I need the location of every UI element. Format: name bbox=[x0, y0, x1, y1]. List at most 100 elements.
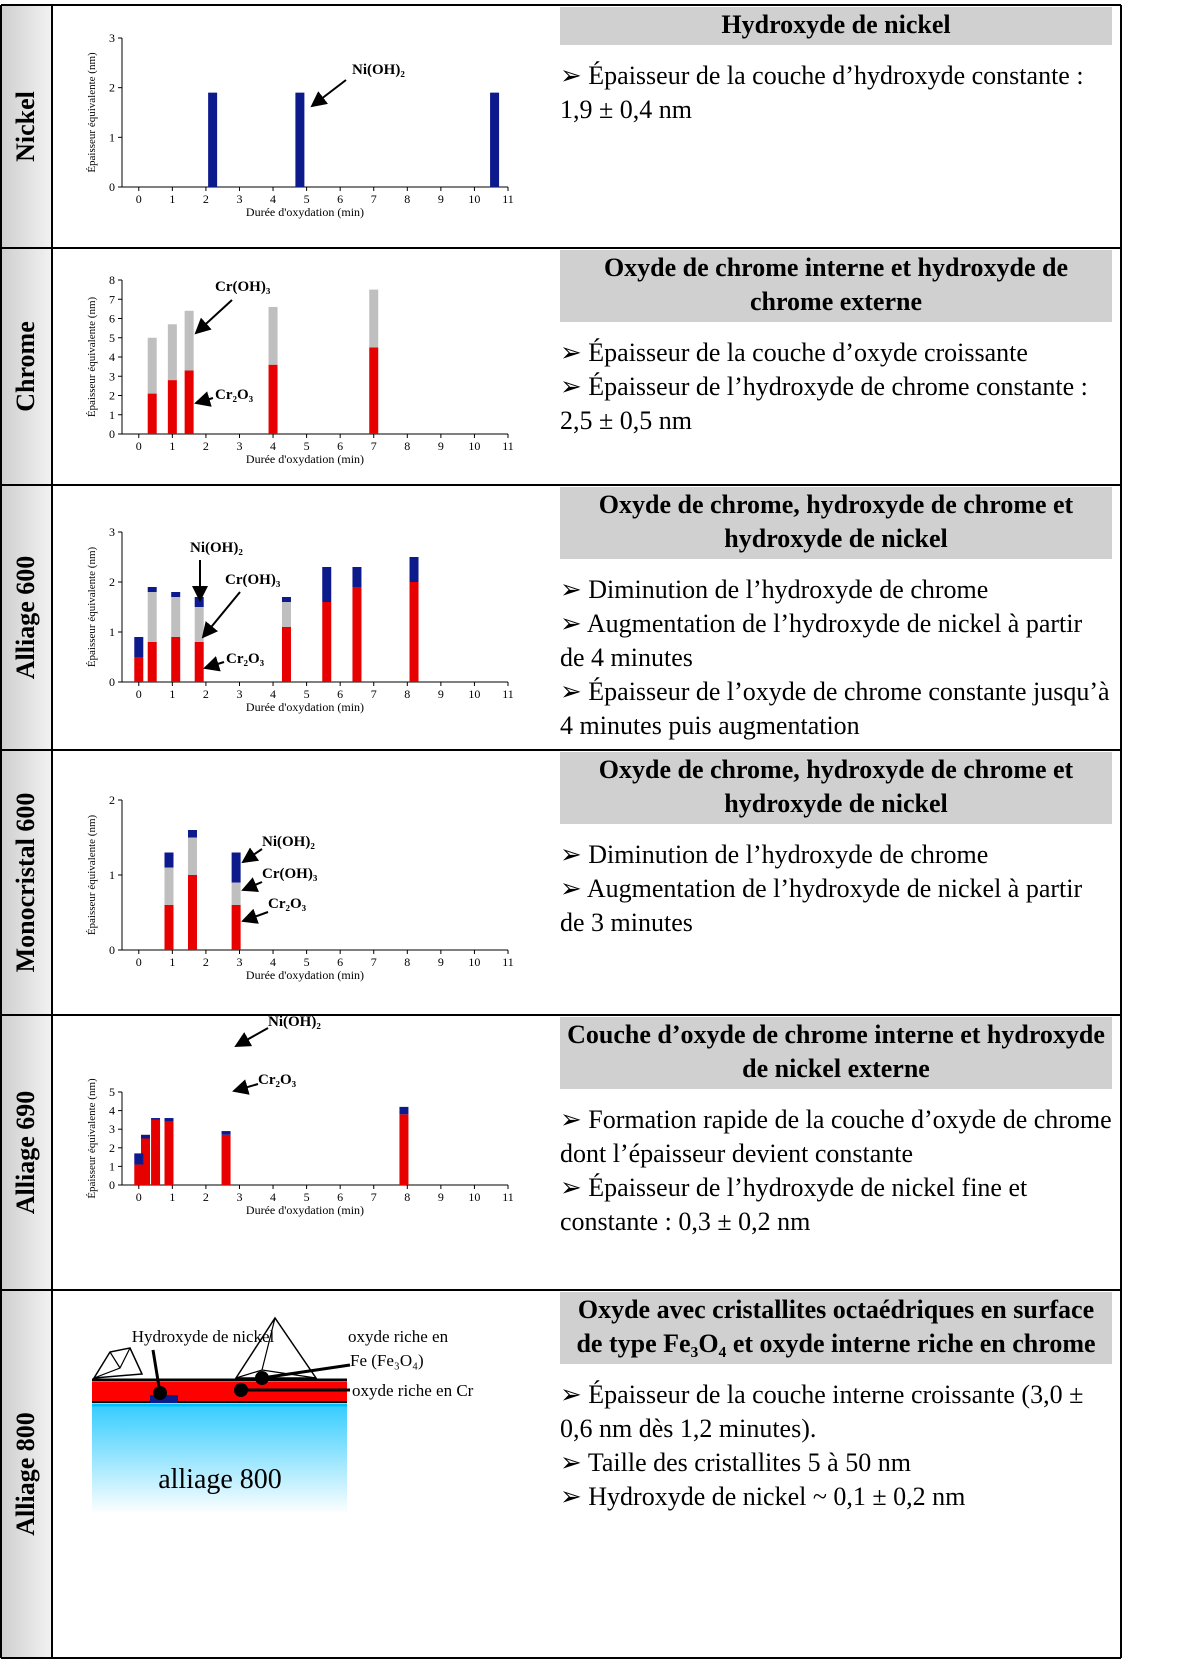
description: Couche d’oxyde de chrome interne et hydr… bbox=[560, 1017, 1112, 1239]
chart: 0 1 2 3 0 1 2 3 4 5 6 7 8 9 10 11 Durée d'oxydation (min… bbox=[86, 525, 514, 714]
x-tick-label: 5 bbox=[304, 955, 310, 969]
crystallite-edge bbox=[235, 1317, 317, 1379]
x-tick-label: 1 bbox=[169, 439, 175, 453]
x-tick-label: 1 bbox=[169, 192, 175, 206]
label-arrow bbox=[203, 656, 225, 672]
y-tick-label: 0 bbox=[109, 427, 115, 441]
bar-segment bbox=[399, 1114, 409, 1185]
y-tick-label: 0 bbox=[109, 180, 115, 194]
y-tick-label: 1 bbox=[109, 868, 115, 882]
bar-segment bbox=[322, 567, 332, 602]
section-title: Couche d’oxyde de chrome interne et hydr… bbox=[560, 1017, 1112, 1089]
y-tick-label: 2 bbox=[109, 81, 115, 95]
bar-segment bbox=[164, 852, 174, 868]
label-arrow bbox=[201, 591, 241, 639]
y-tick-label: 2 bbox=[109, 389, 115, 403]
bar-segment bbox=[187, 875, 197, 950]
series-label: Cr₂O₃ bbox=[215, 387, 254, 403]
label-arrow bbox=[241, 847, 263, 864]
y-tick-label: 0 bbox=[109, 943, 115, 957]
x-tick-label: 11 bbox=[502, 1190, 514, 1204]
x-tick-label: 9 bbox=[438, 687, 444, 701]
bar-segment bbox=[281, 597, 291, 602]
x-tick-label: 9 bbox=[438, 955, 444, 969]
bar-segment bbox=[164, 905, 174, 950]
x-tick-label: 0 bbox=[136, 1190, 142, 1204]
label-cell bbox=[1, 750, 52, 1015]
series-label: Cr₂O₃ bbox=[258, 1072, 297, 1088]
x-tick-label: 7 bbox=[371, 1190, 377, 1204]
y-tick-label: 1 bbox=[109, 408, 115, 422]
bar-segment bbox=[399, 1106, 409, 1115]
x-tick-label: 0 bbox=[136, 439, 142, 453]
bar-segment bbox=[231, 852, 241, 883]
x-axis-label: Durée d'oxydation (min) bbox=[246, 452, 364, 466]
y-axis-label: Épaisseur équivalente (nm) bbox=[86, 1078, 98, 1199]
row-label: Alliage 600 bbox=[11, 556, 40, 680]
x-tick-label: 4 bbox=[270, 955, 276, 969]
bar-segment bbox=[369, 347, 379, 434]
bullet: ➢ Épaisseur de l’hydroxyde de chrome con… bbox=[560, 372, 1088, 435]
label-arrow bbox=[310, 79, 347, 108]
y-tick-label: 4 bbox=[109, 1104, 115, 1118]
y-tick-label: 5 bbox=[109, 1085, 115, 1099]
bar-segment bbox=[164, 1118, 174, 1122]
row-label: Alliage 800 bbox=[11, 1412, 40, 1536]
series-label: Cr(OH)₃ bbox=[215, 279, 271, 295]
label-cell bbox=[1, 5, 52, 248]
bar-segment bbox=[134, 1153, 144, 1165]
bullet: ➢ Diminution de l’hydroxyde de chrome bbox=[560, 575, 989, 604]
row-label: Monocristal 600 bbox=[11, 793, 40, 973]
bullet: ➢ Augmentation de l’hydroxyde de nickel … bbox=[560, 609, 1083, 672]
x-tick-label: 0 bbox=[136, 955, 142, 969]
bullet: ➢ Épaisseur de la couche interne croissa… bbox=[560, 1380, 1084, 1443]
bar-segment bbox=[164, 867, 174, 905]
diagram-label: Fe (Fe₃O₄) bbox=[350, 1351, 424, 1370]
description: Hydroxyde de nickel ➢ Épaisseur de la co… bbox=[560, 7, 1112, 127]
label-cell bbox=[1, 1015, 52, 1290]
x-tick-label: 6 bbox=[337, 192, 343, 206]
bar-segment bbox=[171, 592, 181, 597]
bar-segment bbox=[147, 393, 157, 434]
section-title: Oxyde de chrome, hydroxyde de chrome et … bbox=[560, 487, 1112, 559]
section-title: Oxyde de chrome, hydroxyde de chrome et … bbox=[560, 752, 1112, 824]
bar-segment bbox=[164, 1121, 174, 1185]
x-tick-label: 8 bbox=[404, 192, 410, 206]
bar-segment bbox=[147, 642, 157, 682]
row-label: Alliage 690 bbox=[11, 1091, 40, 1215]
y-tick-label: 1 bbox=[109, 625, 115, 639]
y-tick-label: 0 bbox=[109, 1178, 115, 1192]
chart: 0 1 2 3 4 5 6 7 8 0 1 2 3 4 5 6 7 8 9 10 11 Durée d'oxydation… bbox=[86, 273, 514, 466]
y-axis-label: Épaisseur équivalente (nm) bbox=[86, 296, 98, 417]
label-arrow bbox=[241, 877, 263, 892]
bar-segment bbox=[295, 92, 305, 187]
x-tick-label: 3 bbox=[236, 439, 242, 453]
label-cell bbox=[1, 485, 52, 750]
y-axis-label: Épaisseur équivalente (nm) bbox=[86, 52, 98, 173]
x-tick-label: 1 bbox=[169, 1190, 175, 1204]
chart: 0 1 2 0 1 2 3 4 5 6 7 8 9 10 11 Durée d'oxydation (min)… bbox=[86, 793, 514, 982]
x-tick-label: 10 bbox=[468, 439, 480, 453]
bar-segment bbox=[231, 905, 241, 950]
x-tick-label: 10 bbox=[468, 955, 480, 969]
x-tick-label: 5 bbox=[304, 1190, 310, 1204]
chart: 0 1 2 3 4 5 0 1 2 3 4 5 6 7 8 9 10 11 Durée d'oxydation (m… bbox=[86, 1014, 514, 1217]
bar-segment bbox=[281, 627, 291, 682]
series-label: Cr₂O₃ bbox=[226, 651, 265, 667]
description: Oxyde de chrome, hydroxyde de chrome et … bbox=[560, 752, 1112, 940]
diagram-label: oxyde riche en Cr bbox=[352, 1381, 474, 1400]
section-title: Oxyde avec cristallites octaédriques en … bbox=[560, 1292, 1112, 1364]
diagram-label: Hydroxyde de nickel bbox=[132, 1327, 275, 1346]
x-tick-label: 3 bbox=[236, 192, 242, 206]
series-label: Cr(OH)₃ bbox=[262, 866, 318, 882]
description: Oxyde avec cristallites octaédriques en … bbox=[560, 1292, 1112, 1514]
x-tick-label: 7 bbox=[371, 192, 377, 206]
y-tick-label: 4 bbox=[109, 350, 115, 364]
x-tick-label: 0 bbox=[136, 687, 142, 701]
x-tick-label: 11 bbox=[502, 439, 514, 453]
y-tick-label: 3 bbox=[109, 1122, 115, 1136]
x-tick-label: 4 bbox=[270, 687, 276, 701]
bar-segment bbox=[171, 597, 181, 637]
bar-segment bbox=[184, 310, 194, 371]
